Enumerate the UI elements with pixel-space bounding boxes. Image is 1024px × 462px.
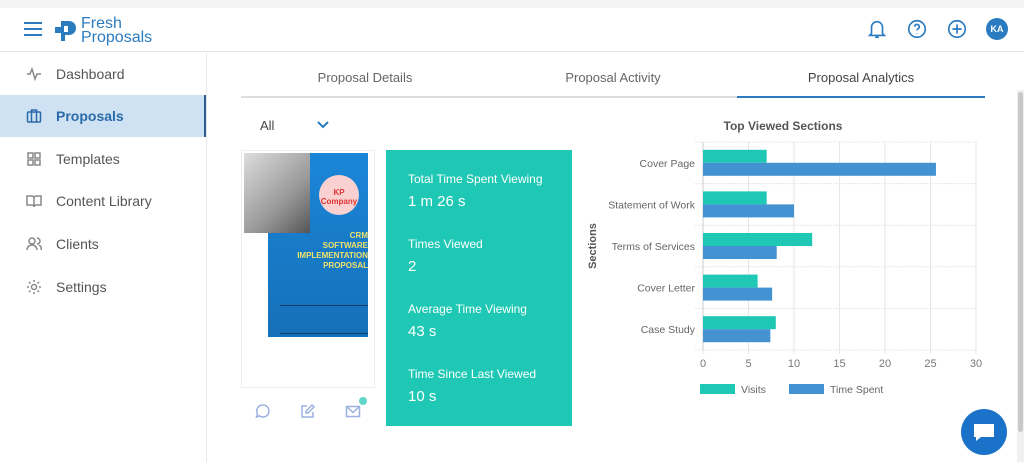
legend-swatch: [789, 384, 824, 394]
sidebar-item-label: Dashboard: [56, 66, 125, 82]
chat-button[interactable]: [961, 409, 1007, 455]
bar-time-spent: [703, 287, 773, 301]
bar-time-spent: [703, 329, 771, 343]
plus-circle-icon[interactable]: [946, 18, 968, 40]
avatar[interactable]: KA: [986, 18, 1008, 40]
x-tick-label: 5: [745, 358, 751, 370]
bar-visits: [703, 233, 813, 246]
users-icon: [26, 237, 42, 251]
notification-dot: [358, 397, 367, 405]
sidebar-item-content-library[interactable]: Content Library: [0, 180, 206, 222]
bar-time-spent: [703, 162, 936, 176]
logo-icon: [55, 21, 76, 41]
y-tick-label: Statement of Work: [608, 199, 696, 211]
y-axis-label: Sections: [587, 223, 599, 269]
top-strip: [0, 0, 1024, 8]
sidebar-item-dashboard[interactable]: Dashboard: [0, 53, 206, 95]
bar-visits: [703, 149, 767, 163]
filter-selected: All: [260, 118, 275, 133]
help-icon[interactable]: [906, 18, 928, 40]
sidebar-item-label: Templates: [56, 151, 120, 167]
sidebar-item-label: Clients: [56, 236, 99, 252]
sidebar-item-templates[interactable]: Templates: [0, 138, 206, 180]
x-tick-label: 20: [879, 358, 891, 370]
company-badge: KP Company: [319, 175, 359, 215]
tab-proposal-details[interactable]: Proposal Details: [317, 70, 413, 85]
title-line: PROPOSAL: [323, 261, 368, 270]
briefcase-icon: [26, 109, 42, 123]
bar-time-spent: [703, 204, 794, 218]
menu-icon[interactable]: [24, 22, 42, 36]
title-line: SOFTWARE: [322, 241, 368, 250]
y-tick-label: Cover Page: [640, 158, 696, 170]
gear-icon: [27, 280, 41, 294]
book-icon: [26, 195, 42, 208]
bar-visits: [703, 316, 776, 330]
stat-value: 43 s: [408, 323, 437, 340]
y-tick-label: Case Study: [641, 324, 696, 336]
sidebar: Dashboard Proposals Templates Content Li…: [0, 53, 207, 462]
sidebar-item-clients[interactable]: Clients: [0, 223, 206, 265]
edit-icon[interactable]: [300, 403, 316, 419]
bar-time-spent: [703, 246, 777, 259]
sidebar-item-label: Content Library: [56, 193, 152, 209]
grid-icon: [27, 152, 41, 166]
activity-icon: [27, 66, 41, 82]
sidebar-item-proposals[interactable]: Proposals: [0, 95, 206, 137]
bell-icon[interactable]: [866, 18, 888, 40]
tab-proposal-activity[interactable]: Proposal Activity: [565, 70, 661, 85]
logo[interactable]: Fresh Proposals: [55, 15, 153, 46]
y-tick-label: Cover Letter: [637, 283, 695, 295]
title-line: IMPLEMENTATION: [297, 251, 368, 260]
chart-title: Top Viewed Sections: [724, 119, 843, 133]
x-tick-label: 10: [788, 358, 800, 370]
sidebar-item-settings[interactable]: Settings: [0, 266, 206, 308]
legend-label[interactable]: Visits: [741, 384, 766, 396]
stat-value: 10 s: [408, 388, 437, 405]
proposal-cover-image: KP Company CRM SOFTWARE IMPLEMENTATION P…: [244, 153, 368, 337]
stat-label: Times Viewed: [408, 237, 483, 251]
x-tick-label: 25: [924, 358, 936, 370]
y-tick-label: Terms of Services: [612, 241, 695, 253]
mail-icon: [345, 405, 360, 418]
brand-line2: Proposals: [81, 29, 153, 46]
stat-value: 2: [408, 258, 417, 275]
chevron-down-icon: [317, 121, 329, 129]
scrollbar[interactable]: [1017, 90, 1024, 462]
tab-bar: Proposal Details Proposal Activity Propo…: [241, 60, 985, 98]
sidebar-item-label: Settings: [56, 279, 107, 295]
comment-icon[interactable]: [255, 403, 271, 419]
stat-label: Time Since Last Viewed: [408, 367, 537, 381]
sidebar-item-label: Proposals: [56, 108, 124, 124]
x-tick-label: 15: [833, 358, 845, 370]
email-button[interactable]: [345, 397, 367, 424]
stat-value: 1 m 26 s: [408, 193, 466, 210]
stats-card: Total Time Spent Viewing 1 m 26 s Times V…: [386, 150, 572, 426]
bar-visits: [703, 274, 758, 288]
x-tick-label: 30: [970, 358, 982, 370]
legend-label[interactable]: Time Spent: [830, 384, 883, 396]
top-viewed-sections-chart: Top Viewed Sections Sections 0 5 10 15 20 25 30 C…: [587, 119, 982, 396]
brand-line1: Fresh: [81, 15, 122, 32]
chat-icon: [974, 424, 994, 441]
proposal-thumbnail[interactable]: KP Company CRM SOFTWARE IMPLEMENTATION P…: [241, 150, 375, 388]
header: Fresh Proposals KA: [0, 8, 1024, 52]
title-line: CRM: [349, 231, 368, 240]
x-tick-label: 0: [700, 358, 706, 370]
stat-label: Average Time Viewing: [408, 302, 527, 316]
tab-proposal-analytics[interactable]: Proposal Analytics: [737, 60, 985, 98]
bar-visits: [703, 191, 767, 205]
legend-swatch: [700, 384, 735, 394]
filter-dropdown[interactable]: All: [260, 118, 332, 133]
stat-label: Total Time Spent Viewing: [408, 172, 543, 186]
